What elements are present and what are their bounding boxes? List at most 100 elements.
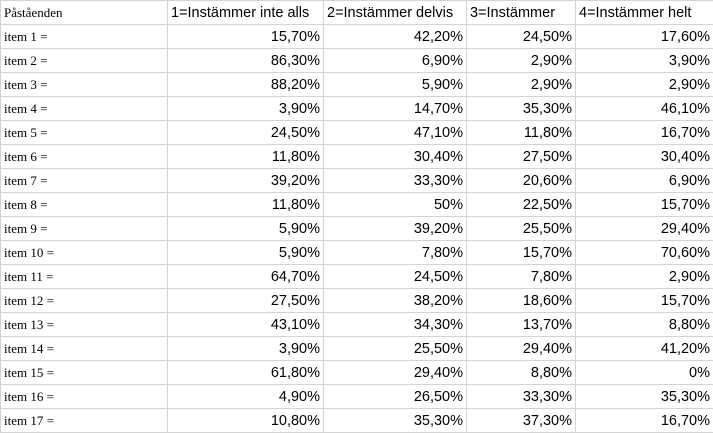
row-label-cell[interactable]: item 4 =	[1, 97, 168, 121]
row-label-cell[interactable]: item 2 =	[1, 49, 168, 73]
table-row: item 6 =11,80%30,40%27,50%30,40%	[1, 145, 713, 169]
value-cell[interactable]: 7,80%	[467, 265, 576, 289]
table-row: item 7 =39,20%33,30%20,60%6,90%	[1, 169, 713, 193]
value-cell[interactable]: 10,80%	[168, 409, 324, 433]
value-cell[interactable]: 16,70%	[576, 121, 713, 145]
value-cell[interactable]: 47,10%	[324, 121, 467, 145]
row-label-cell[interactable]: item 10 =	[1, 241, 168, 265]
value-cell[interactable]: 6,90%	[324, 49, 467, 73]
value-cell[interactable]: 88,20%	[168, 73, 324, 97]
value-cell[interactable]: 2,90%	[467, 49, 576, 73]
value-cell[interactable]: 17,60%	[576, 25, 713, 49]
value-cell[interactable]: 34,30%	[324, 313, 467, 337]
value-cell[interactable]: 29,40%	[467, 337, 576, 361]
value-cell[interactable]: 38,20%	[324, 289, 467, 313]
value-cell[interactable]: 15,70%	[576, 193, 713, 217]
value-cell[interactable]: 5,90%	[168, 217, 324, 241]
value-cell[interactable]: 37,30%	[467, 409, 576, 433]
value-cell[interactable]: 35,30%	[467, 97, 576, 121]
value-cell[interactable]: 13,70%	[467, 313, 576, 337]
value-cell[interactable]: 0%	[576, 361, 713, 385]
value-cell[interactable]: 39,20%	[324, 217, 467, 241]
row-label-cell[interactable]: item 12 =	[1, 289, 168, 313]
value-cell[interactable]: 46,10%	[576, 97, 713, 121]
value-cell[interactable]: 86,30%	[168, 49, 324, 73]
value-cell[interactable]: 39,20%	[168, 169, 324, 193]
row-label-cell[interactable]: item 13 =	[1, 313, 168, 337]
value-cell[interactable]: 8,80%	[467, 361, 576, 385]
row-label-cell[interactable]: item 1 =	[1, 25, 168, 49]
value-cell[interactable]: 2,90%	[576, 73, 713, 97]
value-cell[interactable]: 33,30%	[467, 385, 576, 409]
value-cell[interactable]: 35,30%	[324, 409, 467, 433]
value-cell[interactable]: 11,80%	[168, 193, 324, 217]
value-cell[interactable]: 43,10%	[168, 313, 324, 337]
value-cell[interactable]: 33,30%	[324, 169, 467, 193]
value-cell[interactable]: 3,90%	[168, 337, 324, 361]
header-cell-3[interactable]: 3=Instämmer	[467, 1, 576, 25]
row-label-cell[interactable]: item 9 =	[1, 217, 168, 241]
value-cell[interactable]: 24,50%	[467, 25, 576, 49]
value-cell[interactable]: 24,50%	[324, 265, 467, 289]
header-cell-4[interactable]: 4=Instämmer helt	[576, 1, 713, 25]
value-cell[interactable]: 5,90%	[168, 241, 324, 265]
table-row: item 14 =3,90%25,50%29,40%41,20%	[1, 337, 713, 361]
value-cell[interactable]: 2,90%	[576, 265, 713, 289]
value-cell[interactable]: 29,40%	[576, 217, 713, 241]
value-cell[interactable]: 16,70%	[576, 409, 713, 433]
table-row: item 5 =24,50%47,10%11,80%16,70%	[1, 121, 713, 145]
value-cell[interactable]: 3,90%	[576, 49, 713, 73]
value-cell[interactable]: 3,90%	[168, 97, 324, 121]
header-cell-statements[interactable]: Påståenden	[1, 1, 168, 25]
row-label-cell[interactable]: item 3 =	[1, 73, 168, 97]
row-label-cell[interactable]: item 8 =	[1, 193, 168, 217]
value-cell[interactable]: 42,20%	[324, 25, 467, 49]
row-label-cell[interactable]: item 16 =	[1, 385, 168, 409]
value-cell[interactable]: 6,90%	[576, 169, 713, 193]
row-label-cell[interactable]: item 15 =	[1, 361, 168, 385]
row-label-cell[interactable]: item 14 =	[1, 337, 168, 361]
value-cell[interactable]: 11,80%	[168, 145, 324, 169]
value-cell[interactable]: 50%	[324, 193, 467, 217]
value-cell[interactable]: 15,70%	[168, 25, 324, 49]
row-label-cell[interactable]: item 17 =	[1, 409, 168, 433]
value-cell[interactable]: 15,70%	[576, 289, 713, 313]
value-cell[interactable]: 8,80%	[576, 313, 713, 337]
table-row: item 3 =88,20%5,90%2,90%2,90%	[1, 73, 713, 97]
value-cell[interactable]: 18,60%	[467, 289, 576, 313]
value-cell[interactable]: 30,40%	[324, 145, 467, 169]
value-cell[interactable]: 61,80%	[168, 361, 324, 385]
value-cell[interactable]: 11,80%	[467, 121, 576, 145]
header-row: Påståenden 1=Instämmer inte alls 2=Instä…	[1, 1, 713, 25]
value-cell[interactable]: 22,50%	[467, 193, 576, 217]
value-cell[interactable]: 25,50%	[324, 337, 467, 361]
row-label-cell[interactable]: item 7 =	[1, 169, 168, 193]
header-cell-1[interactable]: 1=Instämmer inte alls	[168, 1, 324, 25]
value-cell[interactable]: 14,70%	[324, 97, 467, 121]
value-cell[interactable]: 29,40%	[324, 361, 467, 385]
value-cell[interactable]: 2,90%	[467, 73, 576, 97]
value-cell[interactable]: 25,50%	[467, 217, 576, 241]
table-body: item 1 =15,70%42,20%24,50%17,60%item 2 =…	[1, 25, 713, 433]
value-cell[interactable]: 41,20%	[576, 337, 713, 361]
value-cell[interactable]: 7,80%	[324, 241, 467, 265]
value-cell[interactable]: 64,70%	[168, 265, 324, 289]
header-cell-2[interactable]: 2=Instämmer delvis	[324, 1, 467, 25]
value-cell[interactable]: 5,90%	[324, 73, 467, 97]
value-cell[interactable]: 70,60%	[576, 241, 713, 265]
value-cell[interactable]: 26,50%	[324, 385, 467, 409]
value-cell[interactable]: 20,60%	[467, 169, 576, 193]
value-cell[interactable]: 27,50%	[467, 145, 576, 169]
table-row: item 4 =3,90%14,70%35,30%46,10%	[1, 97, 713, 121]
value-cell[interactable]: 27,50%	[168, 289, 324, 313]
value-cell[interactable]: 30,40%	[576, 145, 713, 169]
row-label-cell[interactable]: item 11 =	[1, 265, 168, 289]
row-label-cell[interactable]: item 5 =	[1, 121, 168, 145]
value-cell[interactable]: 24,50%	[168, 121, 324, 145]
value-cell[interactable]: 35,30%	[576, 385, 713, 409]
table-row: item 1 =15,70%42,20%24,50%17,60%	[1, 25, 713, 49]
row-label-cell[interactable]: item 6 =	[1, 145, 168, 169]
value-cell[interactable]: 4,90%	[168, 385, 324, 409]
value-cell[interactable]: 15,70%	[467, 241, 576, 265]
